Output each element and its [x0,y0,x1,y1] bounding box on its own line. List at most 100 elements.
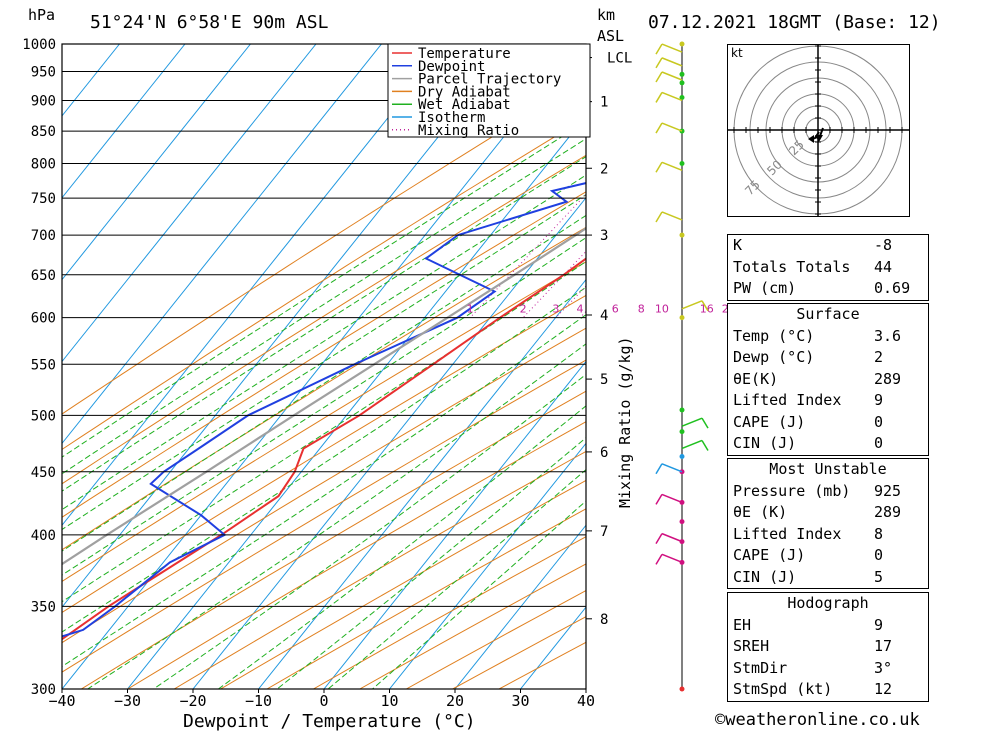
dry-adiabat-line [62,359,586,673]
row-value: 0 [874,412,884,431]
x-axis-label: Dewpoint / Temperature (°C) [183,711,476,732]
km-tick-label: 3 [600,228,608,244]
row-key: CIN (J) [733,567,797,586]
wind-barb-flag [655,57,663,69]
table-row: StmSpd (kt) 12 [728,679,928,701]
storm-motion-marker [808,135,814,143]
legend-entry: Isotherm [418,110,485,126]
pressure-tick-label: 750 [31,191,56,207]
isotherm-line [389,442,586,689]
row-value: 9 [874,391,884,409]
most-unstable-table: Most Unstable Pressure (mb) 925 θE (K) 289 Li… [727,458,929,589]
table-row: StmDir 3° [728,658,928,680]
wet-adiabat-line [62,214,586,552]
wind-level-dot [679,429,685,435]
row-key: CAPE (J) [733,412,806,431]
table-row: CIN (J) 5 [728,567,928,589]
storm-motion-marker [815,135,823,142]
km-tick-label: 1 [600,95,608,111]
wind-level-dot [679,41,685,47]
parcel-trajectory-series [62,227,586,566]
row-value: 289 [874,503,902,521]
mixing-ratio-line [522,250,586,319]
table-title: Hodograph [787,594,869,612]
x-tick-label: −10 [245,692,272,710]
credit-text: ©weatheronline.co.uk [715,710,920,730]
isotherm-line [62,44,186,199]
temperature-series [62,257,586,641]
wind-level-dot [679,80,685,86]
row-value: 925 [874,481,902,500]
row-key: PW (cm) [733,279,797,297]
lcl-label: LCL [607,51,632,67]
datetime-title: 07.12.2021 18GMT (Base: 12) [648,12,941,33]
row-key: StmDir [733,658,788,677]
isotherm-line [62,44,382,445]
pressure-tick-label: 800 [31,157,56,173]
isotherm-line [62,44,251,281]
legend-entry: Mixing Ratio [418,123,519,139]
wet-adiabat-line [218,405,586,689]
wind-level-dot [679,407,685,413]
km-tick-label: 4 [600,308,608,324]
mixing-ratio-axis-label: Mixing Ratio (g/kg) [616,336,634,508]
pressure-tick-label: 400 [31,528,56,544]
table-row: Temp (°C) 3.6 [728,326,928,348]
pressure-tick-label: 1000 [22,37,56,53]
wind-barb [661,43,683,53]
wind-barb [661,57,683,67]
isotherm-line [323,360,586,689]
dry-adiabat-line [127,421,586,689]
wet-adiabat-line [62,286,586,633]
table-title: Surface [796,305,860,323]
row-value: 3.6 [874,326,902,345]
table-row: CAPE (J) 0 [728,412,928,434]
wind-barb-flag [701,417,709,429]
row-value: 12 [874,680,893,698]
wind-level-dot [679,519,685,525]
mixing-ratio-label: 8 [638,303,645,316]
isotherm-line [62,44,317,363]
km-tick-label: 5 [600,372,608,388]
legend-entry: Dry Adiabat [418,84,511,100]
wind-barb-flag [655,122,663,134]
wind-barb [661,71,683,81]
mixing-ratio-label: 2 [520,303,527,316]
pressure-tick-label: 850 [31,124,56,140]
isotherm-line [192,196,586,689]
surface-table: Surface Temp (°C) 3.6 Dewp (°C) 2 θE(K) 289 Lif… [727,303,929,456]
isotherm-line [62,44,513,608]
dry-adiabat-line [62,78,586,415]
pressure-tick-label: 700 [31,228,56,244]
row-key: EH [733,615,752,634]
wind-level-dot [679,315,685,321]
wind-barb-flag [655,43,663,55]
dewpoint-series [62,182,586,638]
indices-table: K -8 Totals Totals 44 PW (cm) 0.69 [727,234,929,301]
row-value: 8 [874,524,884,543]
row-value: 0 [874,434,884,452]
row-key: Totals Totals [733,257,851,276]
isotherm-line [127,115,586,689]
dry-adiabat-line [62,327,586,644]
km-label: km [597,6,616,24]
row-key: K [733,236,743,254]
wind-barb [661,493,683,504]
wind-barb-flag [655,71,663,83]
hodograph-table: Hodograph EH 9 SREH 17 StmDir 3° StmSpd (kt) 12 [727,592,929,702]
wet-adiabat-line [327,469,586,689]
dry-adiabat-line [266,508,586,689]
wet-adiabat-line [372,500,586,689]
wind-barb-flag [655,494,663,505]
table-row: Totals Totals 44 [728,257,928,279]
pressure-tick-label: 350 [31,599,56,615]
table-title: Most Unstable [769,460,887,478]
wind-level-dot [679,686,685,692]
wind-barb [661,211,683,221]
wet-adiabat-line [87,343,586,689]
row-key: Lifted Index [733,524,842,543]
wind-barb [661,532,683,543]
mixing-ratio-label: 4 [577,303,584,316]
row-value: 3° [874,658,893,677]
